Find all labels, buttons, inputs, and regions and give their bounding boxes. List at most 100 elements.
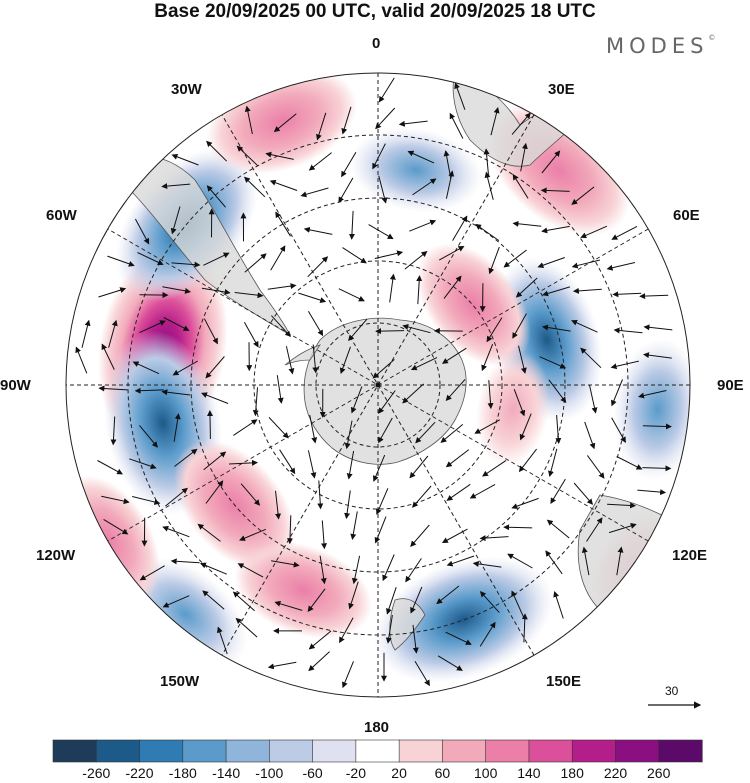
positive-anomaly-12 <box>234 541 373 639</box>
wind-vector-137 <box>110 416 117 446</box>
wind-vector-232 <box>235 617 258 638</box>
wind-vector-72 <box>267 283 297 290</box>
wind-vector-101 <box>643 324 673 331</box>
wind-vector-96 <box>486 317 503 343</box>
wind-vector-133 <box>548 379 567 404</box>
wind-vector-99 <box>571 320 598 333</box>
wind-vector-40 <box>275 211 291 237</box>
wind-vector-103 <box>101 343 115 370</box>
wind-vector-80 <box>542 286 571 297</box>
wind-vector-100 <box>613 327 643 334</box>
wind-vector-215 <box>507 553 533 569</box>
map-title: Base 20/09/2025 00 UTC, valid 20/09/2025… <box>154 1 596 22</box>
wind-vector-42 <box>348 210 355 240</box>
wind-vector-193 <box>286 515 293 545</box>
wind-vector-94 <box>402 324 431 334</box>
wind-vector-131 <box>487 380 494 410</box>
wind-vector-145 <box>378 417 393 444</box>
wind-vector-45 <box>452 215 468 241</box>
wind-vector-227 <box>436 585 460 605</box>
wind-vector-46 <box>475 223 500 242</box>
wind-vector-240 <box>521 613 528 643</box>
wind-vector-30 <box>412 178 437 196</box>
wind-vector-102 <box>75 346 88 374</box>
wind-vector-213 <box>446 555 475 567</box>
wind-vector-98 <box>542 324 571 332</box>
wind-vector-54 <box>203 252 230 266</box>
wind-vector-90 <box>271 315 291 338</box>
wind-vector-24 <box>206 185 226 208</box>
wind-vector-223 <box>307 588 326 612</box>
wind-vector-55 <box>244 253 267 273</box>
wind-vector-135 <box>611 379 623 407</box>
wind-vector-88 <box>203 318 218 345</box>
wind-vector-190 <box>162 525 190 538</box>
wind-vector-77 <box>443 275 462 299</box>
wind-vector-57 <box>307 256 329 278</box>
wind-vector-91 <box>307 310 324 337</box>
wind-vector-86 <box>139 320 166 334</box>
lon-label-120e: 120E <box>672 547 708 564</box>
wind-vector-181 <box>446 483 471 501</box>
wind-vector-177 <box>317 480 324 510</box>
wind-vector-219 <box>162 595 190 608</box>
wind-vector-28 <box>338 177 354 203</box>
wind-vector-245 <box>414 660 430 687</box>
wind-vector-129 <box>402 383 424 404</box>
wind-vector-26 <box>269 179 298 191</box>
wind-vector-5 <box>341 106 352 135</box>
wind-vector-76 <box>416 275 423 305</box>
wind-vector-113 <box>441 347 467 364</box>
colorbar-swatch-8 <box>398 739 444 763</box>
negative-anomaly-5 <box>613 338 690 481</box>
colorbar-swatch-3 <box>182 739 227 763</box>
wind-vector-21 <box>520 142 528 172</box>
wind-vector-222 <box>274 600 303 611</box>
wind-vector-163 <box>409 455 429 479</box>
south-america-land <box>119 155 291 337</box>
wind-vector-6 <box>375 107 396 130</box>
wind-vector-160 <box>307 450 317 479</box>
wind-vector-75 <box>389 273 396 303</box>
wind-vector-93 <box>375 328 405 335</box>
wind-vector-22 <box>541 150 561 174</box>
colorbar-swatch-1 <box>95 739 141 763</box>
wind-vector-122 <box>161 389 191 396</box>
wind-vector-229 <box>511 590 524 618</box>
colorbar-tick-label: 60 <box>434 765 451 781</box>
colorbar-swatch-7 <box>355 739 400 763</box>
reference-vector-label: 30 <box>665 684 679 698</box>
wind-vector-228 <box>479 591 500 613</box>
wind-vector-12 <box>206 140 228 162</box>
wind-vector-85 <box>108 319 118 348</box>
wind-vector-230 <box>553 590 564 619</box>
wind-vector-182 <box>469 483 496 499</box>
wind-vector-87 <box>163 317 190 331</box>
wind-vector-196 <box>374 516 387 544</box>
wind-vector-239 <box>479 621 496 647</box>
wind-vector-138 <box>139 425 158 448</box>
lon-label-90e: 90E <box>717 377 744 394</box>
wind-vector-152 <box>611 417 626 443</box>
antarctica-land <box>303 317 467 465</box>
wind-vector-64 <box>537 257 565 269</box>
wind-vector-212 <box>405 558 422 583</box>
colorbar-swatch-4 <box>225 739 270 763</box>
wind-vector-225 <box>386 587 397 615</box>
colorbar-swatch-2 <box>139 739 184 763</box>
wind-vector-237 <box>412 624 419 654</box>
wind-vector-63 <box>503 249 527 268</box>
wind-vector-59 <box>374 250 404 259</box>
colorbar-swatch-6 <box>312 739 357 763</box>
wind-vector-202 <box>586 517 603 542</box>
wind-vector-155 <box>129 458 157 470</box>
wind-vector-167 <box>548 448 558 477</box>
copyright-mark: © <box>708 34 716 42</box>
wind-vector-120 <box>98 385 128 392</box>
wind-vector-field <box>75 77 673 689</box>
wind-vector-123 <box>201 392 229 404</box>
wind-vector-34 <box>540 187 570 194</box>
wind-vector-235 <box>339 617 354 644</box>
wind-vector-114 <box>481 344 494 372</box>
